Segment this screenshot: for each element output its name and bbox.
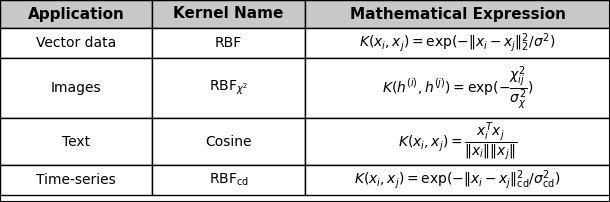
Text: Kernel Name: Kernel Name xyxy=(173,6,284,21)
Text: Vector data: Vector data xyxy=(36,36,116,50)
Bar xyxy=(305,165,610,195)
Text: RBF: RBF xyxy=(215,36,242,50)
Bar xyxy=(305,0,610,28)
Text: $K(x_i,x_j)=\exp(-\|x_i-x_j\|_2^2/\sigma^2)$: $K(x_i,x_j)=\exp(-\|x_i-x_j\|_2^2/\sigma… xyxy=(359,32,556,55)
Text: Cosine: Cosine xyxy=(205,135,252,148)
Text: Application: Application xyxy=(27,6,124,21)
Text: $\mathrm{RBF}_{\chi^2}$: $\mathrm{RBF}_{\chi^2}$ xyxy=(209,79,248,97)
Bar xyxy=(305,28,610,58)
Bar xyxy=(0,165,152,195)
Bar xyxy=(0,0,152,28)
Text: $K(x_i,x_j)=\dfrac{x_i^T x_j}{\|x_i\|\|x_j\|}$: $K(x_i,x_j)=\dfrac{x_i^T x_j}{\|x_i\|\|x… xyxy=(398,120,517,163)
Bar xyxy=(152,58,305,118)
Text: Time-series: Time-series xyxy=(36,173,116,187)
Text: $K(x_i,x_j)=\exp(-\|x_i-x_j\|_{\mathrm{cd}}^2/\sigma^2_{\mathrm{cd}})$: $K(x_i,x_j)=\exp(-\|x_i-x_j\|_{\mathrm{c… xyxy=(354,168,561,191)
Text: Mathematical Expression: Mathematical Expression xyxy=(350,6,565,21)
Bar xyxy=(152,0,305,28)
Bar xyxy=(152,165,305,195)
Text: Text: Text xyxy=(62,135,90,148)
Bar xyxy=(152,28,305,58)
Bar xyxy=(0,28,152,58)
Bar xyxy=(305,58,610,118)
Text: $K(h^{(i)},h^{(j)})=\exp(-\dfrac{\chi^2_{ij}}{\sigma^2_{\chi}})$: $K(h^{(i)},h^{(j)})=\exp(-\dfrac{\chi^2_… xyxy=(382,64,533,112)
Bar xyxy=(152,118,305,165)
Text: $\mathrm{RBF}_{\mathrm{cd}}$: $\mathrm{RBF}_{\mathrm{cd}}$ xyxy=(209,172,248,188)
Bar xyxy=(305,118,610,165)
Text: Images: Images xyxy=(51,81,101,95)
Bar xyxy=(0,118,152,165)
Bar xyxy=(0,58,152,118)
